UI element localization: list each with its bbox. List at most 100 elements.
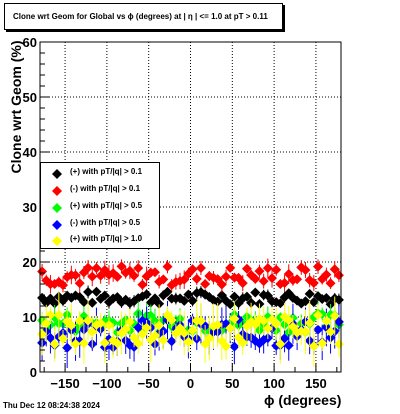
data-point bbox=[124, 317, 135, 328]
data-point bbox=[149, 267, 160, 278]
data-point bbox=[283, 269, 294, 280]
data-point bbox=[187, 264, 198, 275]
tick-labels: −150 −100 −50 0 50 100 150 0 10 20 30 40 50 60 bbox=[23, 35, 327, 391]
data-point bbox=[216, 279, 227, 290]
data-point bbox=[258, 276, 269, 287]
y-tick-label: 50 bbox=[23, 90, 37, 105]
data-point bbox=[313, 261, 324, 272]
data-point bbox=[246, 297, 257, 308]
timestamp-footer: Thu Dec 12 08:24:38 2024 bbox=[3, 401, 100, 410]
data-points bbox=[37, 258, 344, 369]
x-axis-label: ϕ (degrees) bbox=[264, 392, 342, 408]
data-point bbox=[166, 314, 177, 325]
data-point bbox=[212, 296, 223, 307]
data-point bbox=[91, 263, 102, 274]
data-point bbox=[221, 341, 232, 352]
y-tick-label: 0 bbox=[30, 365, 37, 380]
data-point bbox=[275, 338, 286, 349]
data-point bbox=[225, 299, 236, 310]
x-tick-label: 50 bbox=[225, 376, 239, 391]
data-point bbox=[87, 297, 98, 308]
series-group bbox=[37, 258, 344, 294]
legend-marker-icon bbox=[52, 236, 62, 246]
data-point bbox=[204, 333, 215, 344]
data-point bbox=[158, 274, 169, 285]
data-point bbox=[321, 316, 332, 327]
legend-label: (+) with pT/|q| > 0.1 bbox=[70, 167, 143, 176]
data-point bbox=[66, 320, 77, 331]
data-point bbox=[258, 315, 269, 326]
data-point bbox=[321, 293, 332, 304]
data-point bbox=[83, 262, 94, 273]
data-point bbox=[70, 339, 81, 350]
data-point bbox=[154, 298, 165, 309]
data-point bbox=[162, 261, 173, 272]
data-point bbox=[91, 286, 102, 297]
data-point bbox=[133, 322, 144, 333]
data-point bbox=[195, 262, 206, 273]
data-point bbox=[41, 318, 52, 329]
data-point bbox=[187, 295, 198, 306]
data-point bbox=[120, 323, 131, 334]
data-point bbox=[241, 263, 252, 274]
data-point bbox=[133, 338, 144, 349]
data-point bbox=[292, 274, 303, 285]
data-point bbox=[166, 336, 177, 347]
data-point bbox=[62, 342, 73, 353]
data-point bbox=[158, 335, 169, 346]
data-point bbox=[200, 278, 211, 289]
data-point bbox=[87, 271, 98, 282]
data-point bbox=[271, 264, 282, 275]
legend-entry: (+) with pT/|q| > 0.5 bbox=[41, 199, 159, 215]
data-point bbox=[183, 289, 194, 300]
legend: (+) with pT/|q| > 0.1 (-) with pT/|q| > … bbox=[40, 162, 160, 249]
data-point bbox=[271, 319, 282, 330]
data-point bbox=[57, 333, 68, 344]
x-tick-label: 150 bbox=[305, 376, 327, 391]
data-point bbox=[70, 270, 81, 281]
data-point bbox=[308, 341, 319, 352]
data-point bbox=[229, 291, 240, 302]
data-point bbox=[112, 338, 123, 349]
data-point bbox=[179, 295, 190, 306]
y-tick-label: 60 bbox=[23, 35, 37, 50]
data-point bbox=[57, 280, 68, 291]
data-point bbox=[74, 315, 85, 326]
data-point bbox=[283, 315, 294, 326]
data-point bbox=[195, 315, 206, 326]
series-group bbox=[37, 292, 344, 367]
data-point bbox=[99, 290, 110, 301]
data-point bbox=[267, 273, 278, 284]
legend-marker-icon bbox=[52, 220, 62, 230]
chart-title-box: Clone wrt Geom for Global vs ϕ (degrees)… bbox=[4, 3, 283, 30]
data-point bbox=[329, 264, 340, 275]
data-point bbox=[95, 318, 106, 329]
data-point bbox=[112, 271, 123, 282]
x-tick-label: −100 bbox=[92, 376, 121, 391]
data-point bbox=[141, 289, 152, 300]
data-point bbox=[154, 320, 165, 331]
data-point bbox=[116, 261, 127, 272]
data-point bbox=[275, 298, 286, 309]
data-point bbox=[304, 318, 315, 329]
legend-entry: (-) with pT/|q| > 0.1 bbox=[41, 182, 159, 198]
data-point bbox=[137, 329, 148, 340]
data-point bbox=[317, 338, 328, 349]
data-point bbox=[99, 337, 110, 348]
data-point bbox=[162, 286, 173, 297]
data-point bbox=[279, 277, 290, 288]
data-point bbox=[308, 278, 319, 289]
y-tick-label: 30 bbox=[23, 200, 37, 215]
data-point bbox=[45, 332, 56, 343]
legend-label: (-) with pT/|q| > 0.1 bbox=[70, 184, 141, 193]
data-point bbox=[313, 324, 324, 335]
data-point bbox=[83, 315, 94, 326]
data-point bbox=[225, 323, 236, 334]
data-point bbox=[262, 323, 273, 334]
data-point bbox=[254, 266, 265, 277]
data-point bbox=[133, 263, 144, 274]
data-point bbox=[237, 337, 248, 348]
data-point bbox=[229, 313, 240, 324]
legend-label: (+) with pT/|q| > 0.5 bbox=[70, 201, 143, 210]
